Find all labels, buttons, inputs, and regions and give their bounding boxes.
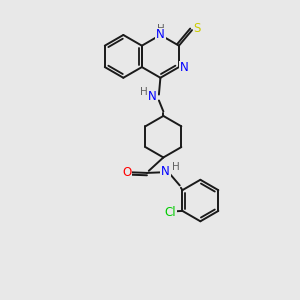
Text: O: O (122, 166, 131, 178)
Text: N: N (156, 28, 165, 41)
Text: S: S (194, 22, 201, 35)
Text: Cl: Cl (164, 206, 176, 219)
Text: H: H (172, 162, 180, 172)
Text: N: N (180, 61, 189, 74)
Text: H: H (158, 24, 165, 34)
Text: H: H (140, 87, 147, 97)
Text: N: N (148, 90, 157, 103)
Text: N: N (161, 165, 170, 178)
